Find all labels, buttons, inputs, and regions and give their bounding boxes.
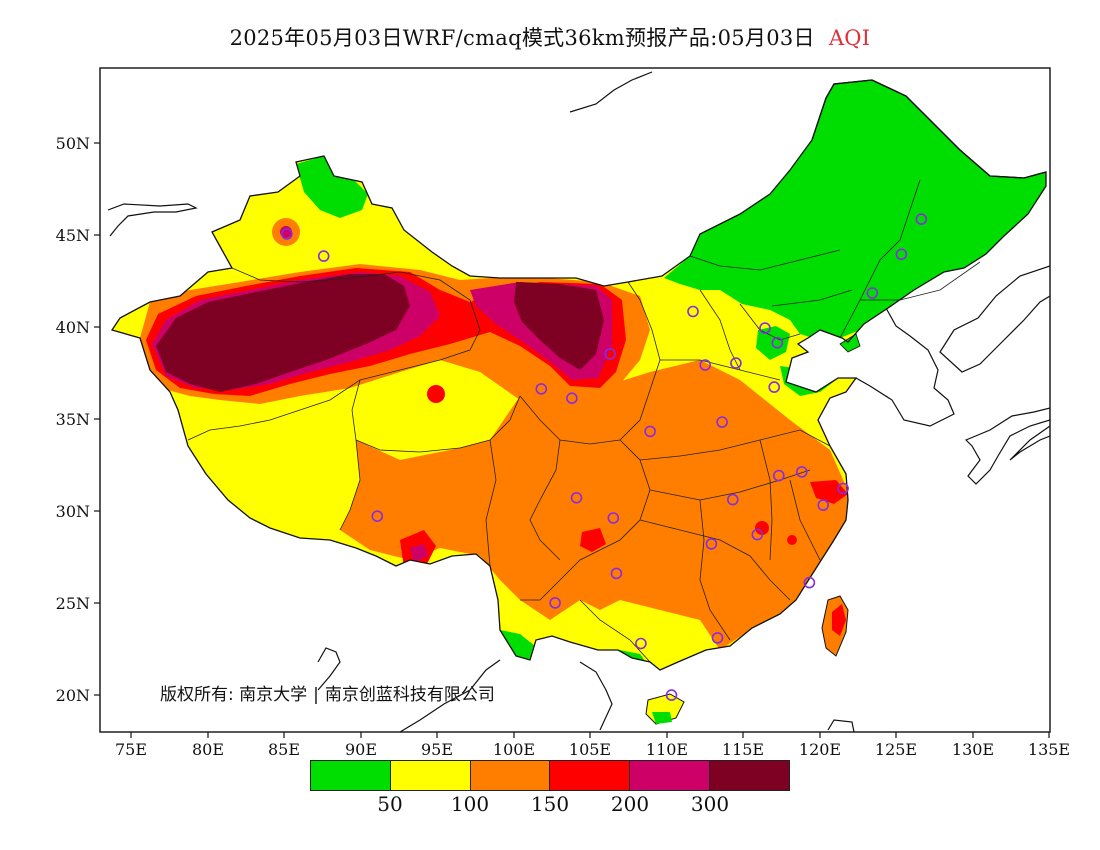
station-marker xyxy=(570,491,583,504)
station-marker xyxy=(759,322,771,334)
legend-swatch xyxy=(390,761,471,790)
station-marker xyxy=(549,597,561,609)
station-marker xyxy=(866,287,879,299)
x-tick-label: 130E xyxy=(952,740,994,759)
station-marker xyxy=(610,567,623,580)
province-borders xyxy=(187,179,981,663)
station-marker xyxy=(716,416,728,428)
station-marker xyxy=(607,512,620,524)
map-title: 2025年05月03日WRF/cmaq模式36km预报产品:05月03日 AQI xyxy=(0,22,1100,52)
station-marker xyxy=(817,499,830,511)
x-tick-label: 110E xyxy=(646,740,688,759)
x-tick-label: 75E xyxy=(115,740,147,759)
color-legend xyxy=(310,760,790,791)
y-tick-label: 20N xyxy=(56,686,90,705)
x-tick-label: 85E xyxy=(268,740,300,759)
station-marker xyxy=(566,392,578,405)
monitoring-stations xyxy=(281,213,928,701)
station-marker xyxy=(604,348,617,360)
station-marker xyxy=(837,482,849,495)
legend-swatch xyxy=(550,761,631,790)
credit-org-1: 南京大学 xyxy=(239,685,308,705)
legend-swatch xyxy=(470,761,551,790)
station-marker xyxy=(772,469,785,482)
station-marker xyxy=(726,493,739,506)
credit-prefix: 版权所有: xyxy=(160,685,234,705)
y-axis-labels: 50N 45N 40N 35N 30N 25N 20N xyxy=(56,134,90,705)
y-tick-label: 25N xyxy=(56,594,90,613)
station-marker xyxy=(371,510,384,523)
legend-label: 200 xyxy=(610,792,650,816)
legend-swatch xyxy=(311,761,391,790)
x-tick-label: 105E xyxy=(569,740,611,759)
x-tick-label: 90E xyxy=(345,740,377,759)
station-marker xyxy=(768,381,781,393)
station-marker xyxy=(687,305,699,318)
station-marker xyxy=(730,357,742,369)
legend-swatch xyxy=(630,761,711,790)
station-marker xyxy=(635,637,647,650)
station-marker xyxy=(803,576,816,589)
legend-label: 300 xyxy=(690,792,730,816)
y-tick-label: 45N xyxy=(56,226,90,245)
title-text: 2025年05月03日WRF/cmaq模式36km预报产品:05月03日 xyxy=(229,26,815,50)
legend-label: 50 xyxy=(377,792,403,816)
y-tick-label: 35N xyxy=(56,410,90,429)
x-tick-label: 135E xyxy=(1028,740,1070,759)
x-tick-label: 100E xyxy=(493,740,535,759)
station-marker xyxy=(895,248,908,261)
station-marker xyxy=(644,425,656,438)
x-tick-label: 125E xyxy=(875,740,917,759)
x-tick-label: 80E xyxy=(192,740,224,759)
legend-label: 150 xyxy=(530,792,570,816)
x-axis-labels: 75E 80E 85E 90E 95E 100E 105E 110E 115E … xyxy=(115,740,1070,759)
legend-labels: 50 100 150 200 300 xyxy=(310,792,790,818)
x-tick-label: 115E xyxy=(722,740,764,759)
station-marker xyxy=(535,383,548,395)
axis-ticks xyxy=(94,142,1050,738)
title-variable: AQI xyxy=(828,26,871,50)
station-marker xyxy=(711,632,724,644)
x-tick-label: 95E xyxy=(421,740,453,759)
y-tick-label: 40N xyxy=(56,318,90,337)
station-marker xyxy=(665,689,678,701)
station-marker xyxy=(751,528,764,541)
y-tick-label: 50N xyxy=(56,134,90,153)
credit-separator: | xyxy=(313,685,319,705)
station-marker xyxy=(771,336,784,349)
legend-label: 100 xyxy=(450,792,490,816)
station-marker xyxy=(317,250,330,262)
station-marker xyxy=(699,359,712,371)
station-marker xyxy=(281,228,293,240)
copyright-note: 版权所有: 南京大学 | 南京创蓝科技有限公司 xyxy=(160,680,495,705)
station-marker xyxy=(915,213,928,225)
y-tick-label: 30N xyxy=(56,502,90,521)
neighbor-coastlines xyxy=(107,71,1050,732)
legend-swatch xyxy=(710,761,789,790)
x-tick-label: 120E xyxy=(799,740,841,759)
station-marker xyxy=(795,466,808,478)
station-marker xyxy=(705,538,718,550)
credit-org-2: 南京创蓝科技有限公司 xyxy=(324,685,495,705)
